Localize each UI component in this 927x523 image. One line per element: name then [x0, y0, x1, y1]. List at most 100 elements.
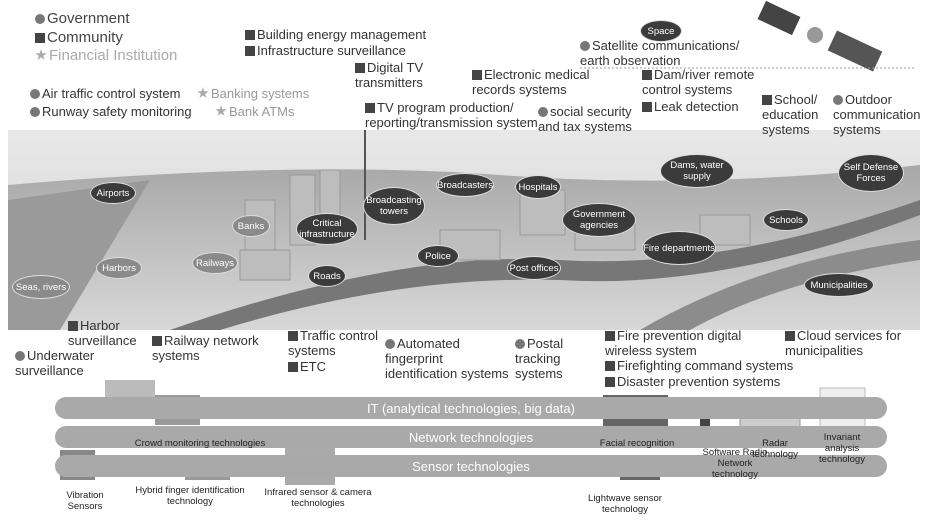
- facility-bubble: Schools: [763, 209, 809, 231]
- legend-marker: [35, 49, 47, 61]
- technology-label: Invariant analysis technology: [812, 432, 872, 465]
- system-text: Railway network systems: [152, 333, 259, 363]
- facility-bubble: Seas, rivers: [12, 275, 70, 299]
- technology-label: Lightwave sensor technology: [575, 493, 675, 515]
- system-label: Underwater surveillance: [15, 348, 115, 378]
- system-text: Building energy management: [257, 27, 426, 42]
- system-label: Outdoor communication systems: [833, 92, 927, 137]
- system-text: Air traffic control system: [42, 86, 180, 101]
- system-marker: [605, 361, 615, 371]
- system-text: Bank ATMs: [229, 104, 295, 119]
- system-marker: [68, 321, 78, 331]
- technology-label: Infrared sensor & camera technologies: [258, 487, 378, 509]
- system-text: ETC: [300, 359, 326, 374]
- system-marker: [215, 105, 227, 117]
- facility-bubble: Fire departments: [642, 231, 716, 265]
- legend-marker: [35, 14, 45, 24]
- system-text: Satellite communications/ earth observat…: [580, 38, 739, 68]
- facility-bubble: Space: [640, 20, 682, 42]
- legend-entry: Community: [35, 29, 123, 46]
- legend-label: Government: [47, 10, 130, 27]
- system-label: Electronic medical records systems: [472, 67, 632, 97]
- system-marker: [245, 46, 255, 56]
- system-text: Infrastructure surveillance: [257, 43, 406, 58]
- system-label: Building energy management: [245, 27, 445, 42]
- facility-bubble: Airports: [90, 182, 136, 204]
- technology-band: IT (analytical technologies, big data): [55, 397, 887, 419]
- diagram: Government Community Financial Instituti…: [0, 0, 927, 523]
- facility-bubble: Critical infrastructure: [296, 213, 358, 245]
- legend-label: Community: [47, 29, 123, 46]
- system-marker: [197, 87, 209, 99]
- system-marker: [785, 331, 795, 341]
- system-label: Cloud services for municipalities: [785, 328, 920, 358]
- system-marker: [152, 336, 162, 346]
- system-text: Dam/river remote control systems: [642, 67, 754, 97]
- system-marker: [288, 331, 298, 341]
- facility-bubble: Police: [417, 245, 459, 267]
- system-marker: [762, 95, 772, 105]
- system-label: Railway network systems: [152, 333, 282, 363]
- technology-label: Crowd monitoring technologies: [115, 438, 285, 449]
- system-label: Digital TV transmitters: [355, 60, 445, 90]
- system-text: Harbor surveillance: [68, 318, 137, 348]
- system-label: Postal tracking systems: [515, 336, 610, 381]
- system-label: Infrastructure surveillance: [245, 43, 445, 58]
- system-marker: [30, 89, 40, 99]
- system-marker: [580, 41, 590, 51]
- system-marker: [605, 377, 615, 387]
- system-marker: [515, 339, 525, 349]
- system-marker: [365, 103, 375, 113]
- system-marker: [833, 95, 843, 105]
- legend-entry: Government: [35, 10, 130, 27]
- system-label: Dam/river remote control systems: [642, 67, 772, 97]
- system-text: Underwater surveillance: [15, 348, 94, 378]
- system-label: TV program production/ reporting/transmi…: [365, 100, 545, 130]
- system-marker: [15, 351, 25, 361]
- system-marker: [605, 331, 615, 341]
- system-text: Leak detection: [654, 99, 739, 114]
- system-text: Cloud services for municipalities: [785, 328, 901, 358]
- facility-bubble: Government agencies: [562, 203, 636, 237]
- facility-bubble: Roads: [308, 265, 346, 287]
- system-label: Leak detection: [642, 99, 772, 114]
- system-text: TV program production/ reporting/transmi…: [365, 100, 538, 130]
- facility-bubble: Harbors: [96, 257, 142, 279]
- system-label: Firefighting command systems: [605, 358, 835, 373]
- system-marker: [245, 30, 255, 40]
- system-label: social security and tax systems: [538, 104, 638, 134]
- system-label: Satellite communications/ earth observat…: [580, 38, 760, 68]
- satellite-icon: [758, 1, 883, 72]
- system-marker: [472, 70, 482, 80]
- technology-label: Hybrid finger identification technology: [125, 485, 255, 507]
- system-text: Digital TV transmitters: [355, 60, 423, 90]
- system-marker: [30, 107, 40, 117]
- technology-label: Vibration Sensors: [50, 490, 120, 512]
- system-label: Runway safety monitoring: [30, 104, 230, 119]
- system-label: Disaster prevention systems: [605, 374, 835, 389]
- facility-bubble: Municipalities: [804, 273, 874, 297]
- system-label: School/ education systems: [762, 92, 834, 137]
- system-label: Automated fingerprint identification sys…: [385, 336, 510, 381]
- facility-bubble: Post offices: [507, 256, 561, 280]
- system-text: Outdoor communication systems: [833, 92, 920, 137]
- facility-bubble: Hospitals: [515, 175, 561, 199]
- system-label: Banking systems: [197, 86, 327, 101]
- system-text: Traffic control systems: [288, 328, 378, 358]
- system-text: Automated fingerprint identification sys…: [385, 336, 509, 381]
- legend-marker: [35, 33, 45, 43]
- system-label: Harbor surveillance: [68, 318, 148, 348]
- system-text: Fire prevention digital wireless system: [605, 328, 741, 358]
- system-label: ETC: [288, 359, 348, 374]
- system-label: Bank ATMs: [215, 104, 325, 119]
- system-label: Fire prevention digital wireless system: [605, 328, 780, 358]
- system-text: Disaster prevention systems: [617, 374, 780, 389]
- facility-bubble: Broadcasters: [436, 173, 494, 197]
- facility-bubble: Banks: [232, 215, 270, 237]
- technology-label: Radar technology: [745, 438, 805, 460]
- system-marker: [642, 102, 652, 112]
- system-text: social security and tax systems: [538, 104, 632, 134]
- system-marker: [642, 70, 652, 80]
- facility-bubble: Self Defense Forces: [838, 154, 904, 192]
- system-marker: [288, 362, 298, 372]
